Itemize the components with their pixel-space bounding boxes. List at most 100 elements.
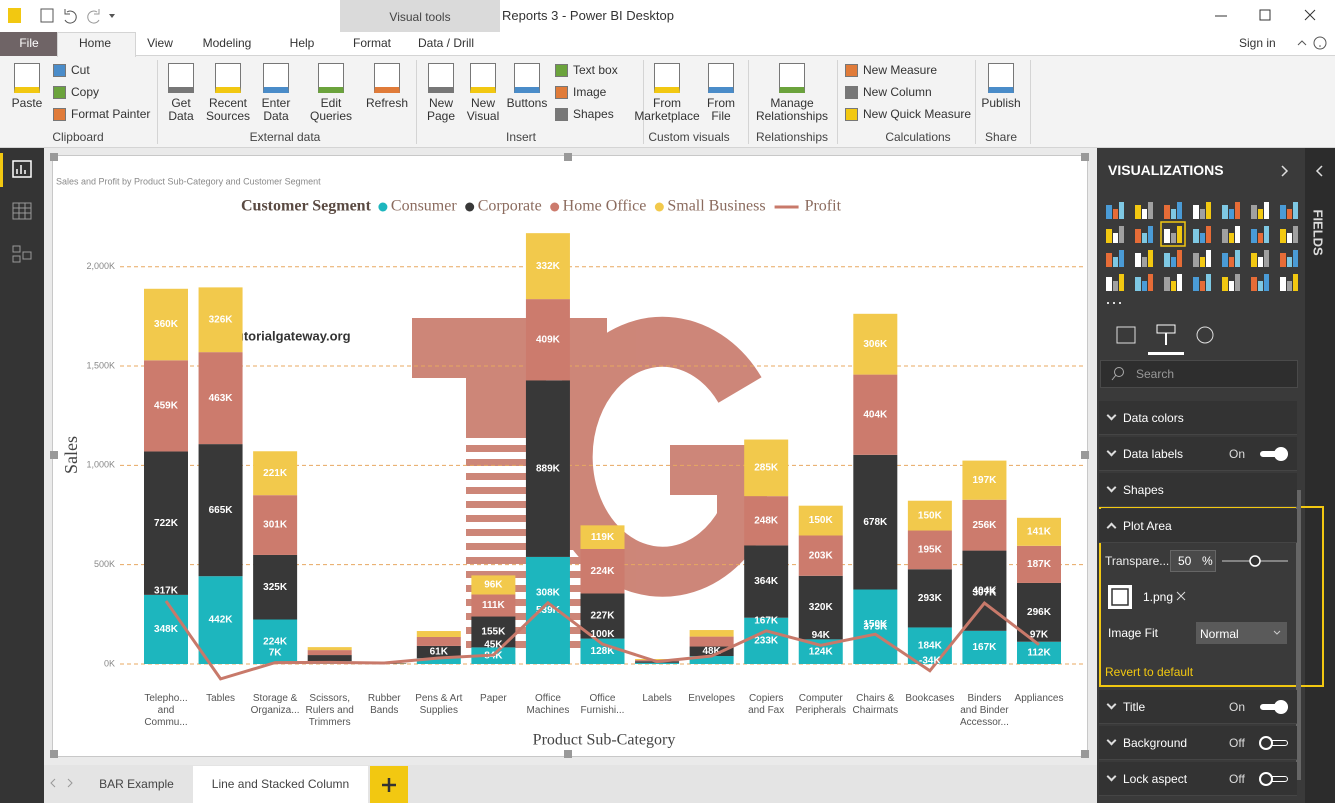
ribbon-button[interactable]: Manage Relationships [755,96,829,123]
ribbon-button[interactable]: Cut [71,63,90,77]
image-shape [466,473,546,480]
ribbon-button[interactable]: Format Painter [71,107,151,121]
page-tab[interactable] [85,766,188,803]
ribbon-button[interactable]: New Column [863,85,932,99]
ribbon-tab[interactable]: File [19,36,39,50]
fields-tab[interactable]: FIELDS [1310,209,1326,256]
redo-icon[interactable] [87,9,100,24]
transparency-slider[interactable] [1220,550,1292,572]
pane-collapse[interactable] [1275,160,1330,182]
sign-in[interactable]: Sign in [1239,36,1276,50]
ribbon-button[interactable]: Buttons [506,96,548,110]
resize-handle [564,153,572,161]
data-label: 285K [754,462,779,473]
visual-icon [1177,202,1182,219]
bar-segment [471,594,516,617]
ribbon-button[interactable]: Paste [11,96,43,110]
legend-label: Corporate [478,198,542,215]
visual-icon [1235,202,1240,219]
ribbon-button[interactable]: Get Data [168,96,194,123]
remove-image[interactable] [1176,591,1186,601]
revert-link[interactable]: Revert to default [1105,665,1194,679]
section-row[interactable] [1099,401,1297,435]
undo-icon[interactable] [64,9,77,24]
section-row[interactable] [1099,509,1297,543]
ribbon-icon [168,63,194,93]
x-tick-label: Office Machines [526,693,570,716]
report-view[interactable] [12,160,32,178]
bar-segment [962,460,1007,500]
data-label: 233K [754,635,779,646]
data-label: 224K [263,636,288,647]
ribbon-button[interactable]: New Measure [863,63,938,77]
customize-icon[interactable] [109,14,115,18]
ribbon-tab[interactable]: Modeling [202,36,252,50]
ribbon-tab[interactable]: Format [352,36,391,50]
transparency-unit: % [1202,554,1213,568]
bar-segment [1017,545,1061,583]
visual-icon [1206,226,1211,243]
ribbon-button[interactable]: Image [573,85,607,99]
ribbon-tab[interactable]: View [147,36,173,50]
visual-icon [1119,274,1124,291]
data-label: 301K [263,520,288,531]
ribbon-button[interactable]: Enter Data [261,96,291,123]
ribbon-button[interactable]: Copy [71,85,100,99]
ribbon-button[interactable]: Publish [981,96,1021,110]
bar-segment [744,545,789,618]
data-label: 404K [863,409,888,420]
ribbon-tab[interactable]: Data / Drill [417,36,474,50]
legend-marker [465,202,475,212]
bar-segment [416,645,461,659]
ribbon-button[interactable]: Text box [573,63,618,77]
ribbon-group-label: Relationships [755,130,829,144]
ribbon-button[interactable]: New Quick Measure [863,107,972,121]
search-box[interactable] [1100,360,1298,388]
model-view[interactable] [12,245,21,253]
visual-menu[interactable] [1040,157,1084,169]
ribbon-button[interactable]: New Visual [466,96,500,123]
ribbon-tab[interactable]: Home [78,36,111,50]
resize-handle [50,153,58,161]
image-fit-dropdown[interactable] [1196,622,1287,644]
x-axis-title: Product Sub-Category [533,732,676,749]
data-view[interactable] [12,202,32,220]
data-label: 94K [812,630,831,641]
bar-segment [198,576,243,664]
data-label: 326K [209,314,234,325]
data-label: 128K [591,646,616,657]
bar-segment [525,233,570,300]
x-tick-label: Binders and Binder Accessor... [959,693,1009,728]
transparency-input[interactable] [1170,550,1216,572]
ribbon-icon [988,63,1014,93]
ribbon-tab[interactable]: Help [289,36,315,50]
visual-icon [1229,233,1234,243]
data-label: 665K [209,505,234,516]
ribbon-button[interactable]: From Marketplace [634,96,700,123]
ribbon-button[interactable]: From File [707,96,735,123]
data-label: 306K [863,339,888,350]
visual-icon [1171,281,1176,291]
section-row[interactable] [1099,473,1297,507]
active-tool-underline [1148,352,1184,355]
save-icon[interactable] [40,8,54,23]
close-button[interactable] [1304,9,1316,21]
ribbon-button[interactable]: Recent Sources [205,96,251,123]
x-tick-label: Computer Peripherals [795,693,847,716]
app-icon [8,8,21,23]
ribbon-button[interactable]: New Page [426,96,456,123]
visual-icon [1106,253,1112,267]
visual-icon [1287,209,1292,219]
maximize-button[interactable] [1259,9,1271,21]
selected-visual [1160,221,1186,247]
page-tab[interactable] [193,766,368,803]
ribbon-button[interactable]: Edit Queries [309,96,353,123]
ribbon-button[interactable]: Refresh [365,96,409,110]
ribbon-button[interactable]: Shapes [573,107,614,121]
visual-icon [1200,281,1205,291]
visual-icon [1106,229,1112,243]
fields-strip[interactable] [1305,148,1335,803]
transparency-label: Transpare... [1105,554,1170,568]
section-label: Background [1123,736,1188,750]
data-label: 96K [484,580,503,591]
